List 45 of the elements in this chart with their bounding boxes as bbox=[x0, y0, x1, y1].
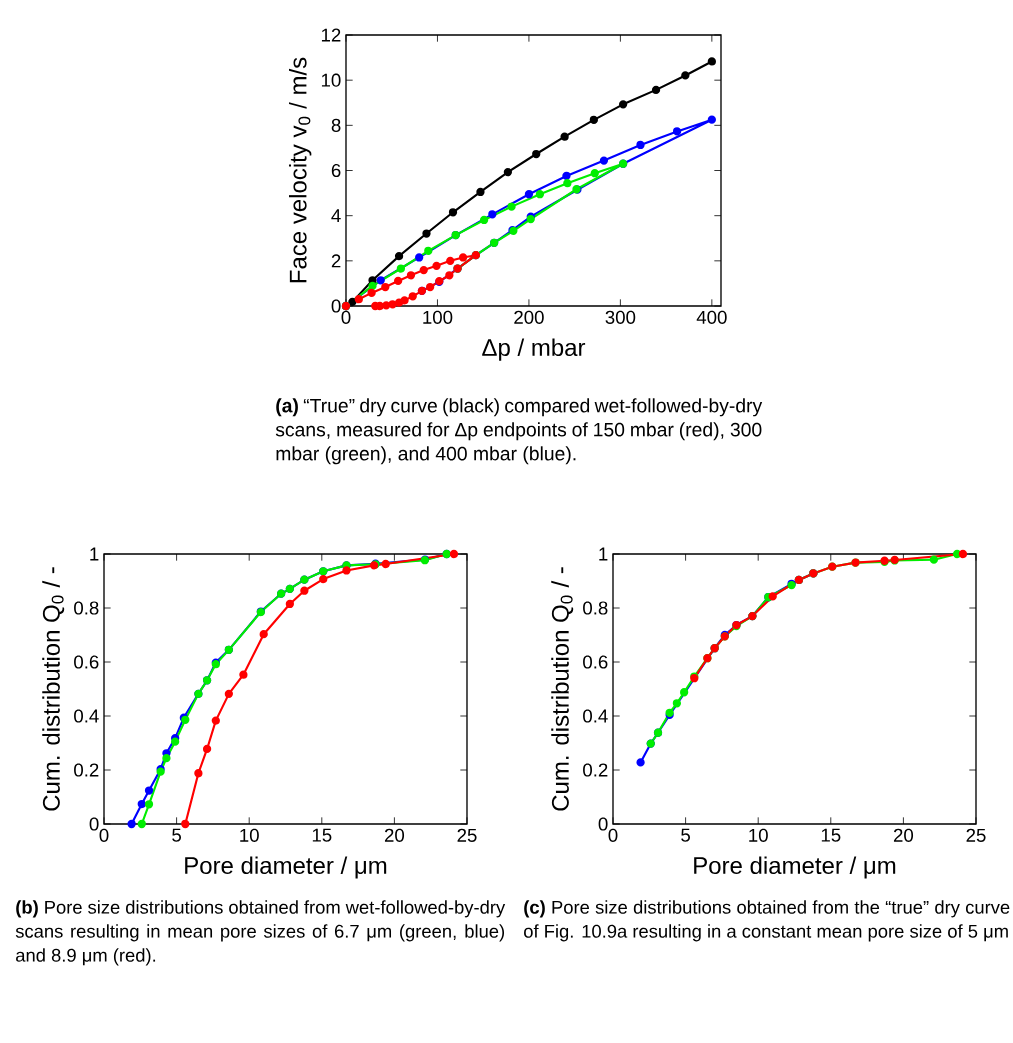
y-tick-label: 10 bbox=[321, 73, 341, 87]
x-tick-label: 5 bbox=[172, 828, 182, 842]
y-tick-label: 0.8 bbox=[583, 601, 608, 615]
y-tick-label: 0.6 bbox=[74, 655, 99, 669]
y-tick-label: 0 bbox=[598, 817, 608, 831]
text: (c) Pore size distributions obtained from the “true” dry curve of Fig. 10.9a resulting in a constant mean pore size of 5 μm bbox=[524, 900, 1010, 942]
x-axis-title: Δp / mbar bbox=[482, 338, 586, 361]
y-tick-label: 0 bbox=[89, 817, 99, 831]
x-tick-label: 25 bbox=[966, 828, 986, 842]
y-tick-label: 1 bbox=[599, 547, 608, 561]
x-tick-label: 0 bbox=[608, 828, 618, 842]
y-tick-label: 0.2 bbox=[74, 763, 99, 777]
y-tick-label: 0 bbox=[331, 299, 341, 313]
y-tick-label: 12 bbox=[321, 28, 341, 42]
text: (a) “True” dry curve (black) compared wet-followed-by-dry scans, measured for Δp endpoints of 150 mbar (red), 300 mbar (green), and 400 mbar (blue). bbox=[275, 398, 763, 465]
x-tick-label: 400 bbox=[696, 310, 727, 324]
x-tick-label: 100 bbox=[423, 310, 453, 324]
x-tick-label: 20 bbox=[893, 828, 914, 842]
x-axis-title: Pore diameter / μm bbox=[185, 856, 387, 879]
y-tick-label: 4 bbox=[331, 209, 341, 223]
y-tick-label: 0.8 bbox=[74, 601, 99, 615]
x-tick-label: 15 bbox=[312, 828, 332, 842]
x-tick-label: 0 bbox=[99, 828, 109, 842]
x-tick-label: 15 bbox=[821, 828, 841, 842]
x-tick-label: 25 bbox=[457, 828, 477, 842]
y-tick-label: 1 bbox=[90, 547, 99, 561]
y-axis-title: Cum. distribution Q$_{0}$ / - bbox=[42, 567, 65, 811]
y-tick-label: 6 bbox=[331, 163, 341, 178]
x-axis-title: Pore diameter / μm bbox=[694, 856, 896, 879]
y-tick-label: 0.4 bbox=[74, 709, 99, 723]
y-tick-label: 8 bbox=[331, 118, 341, 132]
x-tick-label: 300 bbox=[605, 310, 636, 324]
y-tick-label: 0.2 bbox=[583, 763, 608, 777]
x-tick-label: 200 bbox=[514, 310, 544, 324]
y-axis-title: Face velocity v$_{0}$ / m/s bbox=[288, 57, 312, 283]
x-tick-label: 10 bbox=[749, 828, 768, 842]
y-axis-title: Cum. distribution Q$_{0}$ / - bbox=[551, 567, 574, 811]
y-tick-label: 0.6 bbox=[583, 655, 608, 669]
x-tick-label: 20 bbox=[384, 828, 405, 842]
y-tick-label: 2 bbox=[331, 254, 341, 268]
y-tick-label: 0.4 bbox=[583, 709, 608, 723]
x-tick-label: 5 bbox=[681, 828, 691, 842]
x-tick-label: 0 bbox=[341, 310, 351, 324]
text: (b) Pore size distributions obtained from wet-followed-by-dry scans resulting in mean pore sizes of 6.7 μm (green, blue) and 8.9 μm (red). bbox=[15, 900, 506, 966]
x-tick-label: 10 bbox=[240, 828, 259, 842]
